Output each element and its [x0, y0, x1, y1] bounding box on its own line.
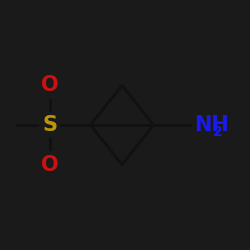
Text: NH: NH [194, 115, 229, 135]
Text: O: O [41, 154, 58, 174]
Text: O: O [41, 76, 58, 96]
Text: S: S [42, 115, 57, 135]
Text: 2: 2 [213, 125, 222, 139]
